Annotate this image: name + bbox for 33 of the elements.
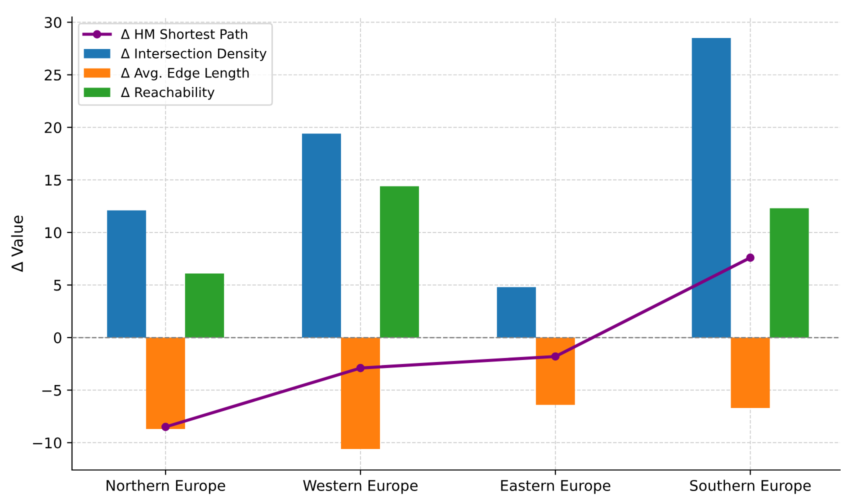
bar [496, 287, 536, 338]
bar [107, 210, 146, 338]
point [746, 254, 754, 262]
point [551, 352, 560, 361]
point [356, 364, 365, 372]
x-tick-label: Eastern Europe [501, 480, 610, 494]
y-tick-label: −5 [42, 385, 62, 396]
bar [185, 273, 224, 338]
x-tick-label: Western Europe [303, 480, 418, 494]
x-tick-label: Northern Europe [106, 480, 226, 494]
y-tick-label: 10 [45, 227, 62, 238]
x-tick-label: Southern Europe [690, 480, 811, 494]
y-tick-label: 15 [45, 174, 62, 186]
y-tick-label: 30 [44, 16, 62, 28]
bar [302, 134, 341, 338]
y-axis-title: Δ Value [11, 216, 23, 272]
point [161, 422, 170, 432]
y-tick-label: 0 [54, 332, 62, 344]
legend-label: Δ Reachability [120, 86, 214, 100]
bar [380, 186, 419, 338]
bar [730, 338, 770, 408]
bar [146, 338, 186, 430]
y-tick-label: 20 [44, 122, 62, 134]
legend-label: Δ Avg. Edge Length [120, 68, 249, 80]
bar [770, 208, 809, 338]
legend-label: Δ Intersection Density [120, 48, 266, 62]
y-tick-label: −10 [33, 437, 62, 448]
y-tick-label: 25 [44, 70, 62, 81]
bar [536, 338, 575, 405]
bar [692, 38, 731, 338]
legend-label: Δ HM Shortest Path [120, 28, 248, 40]
bar [340, 338, 380, 449]
y-tick-label: 5 [54, 280, 62, 291]
